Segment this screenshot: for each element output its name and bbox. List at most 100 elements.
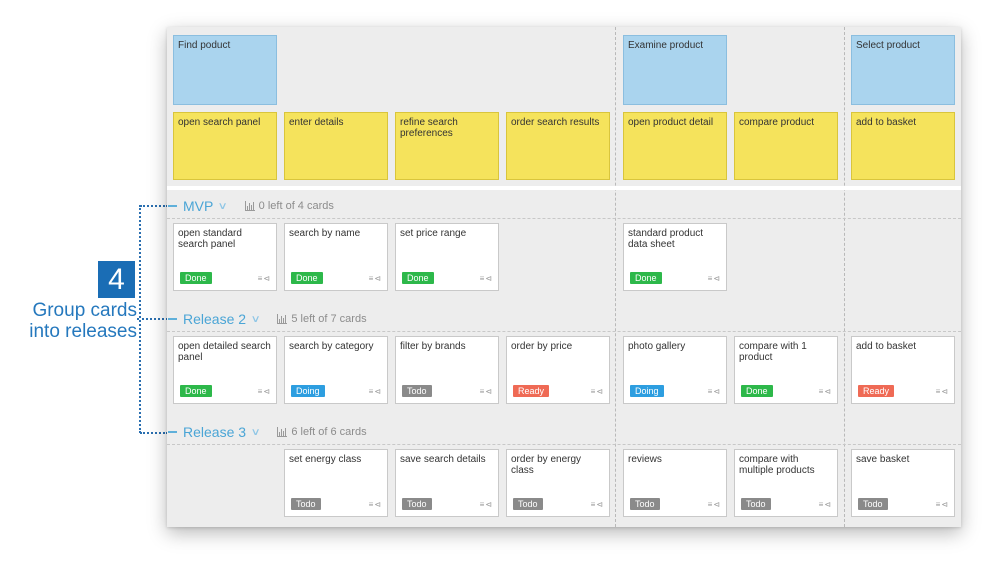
backbone-separator [167, 186, 961, 190]
column-divider [615, 27, 616, 527]
chevron-down-icon[interactable]: ∨ [250, 313, 261, 325]
story-card[interactable]: search by category Doing ≡⊲ [284, 336, 388, 404]
connector-mvp [140, 205, 168, 207]
story-card[interactable]: save basket Todo ≡⊲ [851, 449, 955, 517]
status-badge: Todo [630, 498, 660, 510]
status-badge: Doing [291, 385, 325, 397]
card-title: compare with multiple products [739, 454, 815, 476]
story-card[interactable]: add to basket Ready ≡⊲ [851, 336, 955, 404]
list-icon[interactable]: ≡⊲ [368, 500, 382, 509]
story-card[interactable]: reviews Todo ≡⊲ [623, 449, 727, 517]
card-title: open detailed search panel [178, 341, 271, 363]
story-card[interactable]: compare with 1 product Done ≡⊲ [734, 336, 838, 404]
story-map-board: Find poduct Examine product Select produ… [167, 27, 961, 527]
card-title: search by category [289, 341, 374, 352]
task-card[interactable]: compare product [734, 112, 838, 180]
card-title: enter details [289, 117, 344, 128]
connector-release-3 [140, 432, 168, 434]
task-card[interactable]: open product detail [623, 112, 727, 180]
release-marker [168, 431, 177, 433]
story-card[interactable]: open detailed search panel Done ≡⊲ [173, 336, 277, 404]
release-card-count: 0 left of 4 cards [244, 200, 334, 212]
list-icon[interactable]: ≡⊲ [257, 387, 271, 396]
card-title: order by energy class [511, 454, 582, 476]
list-icon[interactable]: ≡⊲ [257, 274, 271, 283]
card-title: search by name [289, 228, 361, 239]
card-title: order by price [511, 341, 573, 352]
story-card[interactable]: set price range Done ≡⊲ [395, 223, 499, 291]
list-icon[interactable]: ≡⊲ [707, 387, 721, 396]
story-card[interactable]: order by energy class Todo ≡⊲ [506, 449, 610, 517]
activity-card[interactable]: Find poduct [173, 35, 277, 105]
status-badge: Done [180, 385, 212, 397]
list-icon[interactable]: ≡⊲ [935, 500, 949, 509]
story-card[interactable]: open standard search panel Done ≡⊲ [173, 223, 277, 291]
card-title: set energy class [289, 454, 362, 465]
card-title: standard product data sheet [628, 228, 704, 250]
release-card-count: 5 left of 7 cards [277, 313, 367, 325]
card-title: compare product [739, 117, 815, 128]
list-icon[interactable]: ≡⊲ [707, 500, 721, 509]
card-title: Find poduct [178, 40, 231, 51]
release-count-text: 6 left of 6 cards [291, 426, 367, 438]
list-icon[interactable]: ≡⊲ [818, 500, 832, 509]
story-card[interactable]: filter by brands Todo ≡⊲ [395, 336, 499, 404]
status-badge: Done [741, 385, 773, 397]
story-card[interactable]: order by price Ready ≡⊲ [506, 336, 610, 404]
card-title: reviews [628, 454, 662, 465]
status-badge: Todo [291, 498, 321, 510]
step-caption: Group cards into releases [29, 300, 137, 342]
story-card[interactable]: set energy class Todo ≡⊲ [284, 449, 388, 517]
story-card[interactable]: save search details Todo ≡⊲ [395, 449, 499, 517]
release-card-count: 6 left of 6 cards [277, 426, 367, 438]
card-title: open standard search panel [178, 228, 242, 250]
bar-chart-icon [277, 314, 288, 324]
status-badge: Done [180, 272, 212, 284]
release-header-release-2[interactable]: Release 2 ∨ 5 left of 7 cards [167, 310, 367, 328]
status-badge: Todo [741, 498, 771, 510]
connector-release-2 [137, 318, 168, 320]
list-icon[interactable]: ≡⊲ [368, 387, 382, 396]
list-icon[interactable]: ≡⊲ [707, 274, 721, 283]
chevron-down-icon[interactable]: ∨ [217, 200, 229, 212]
task-card[interactable]: order search results [506, 112, 610, 180]
chevron-down-icon[interactable]: ∨ [250, 426, 261, 438]
release-header-mvp[interactable]: MVP ∨ 0 left of 4 cards [167, 197, 334, 215]
list-icon[interactable]: ≡⊲ [368, 274, 382, 283]
task-card[interactable]: enter details [284, 112, 388, 180]
card-title: Select product [856, 40, 920, 51]
release-name: Release 2 [183, 311, 247, 327]
card-title: order search results [511, 117, 600, 128]
story-card[interactable]: search by name Done ≡⊲ [284, 223, 388, 291]
release-separator [167, 218, 961, 219]
task-card[interactable]: add to basket [851, 112, 955, 180]
card-title: set price range [400, 228, 467, 239]
story-card[interactable]: photo gallery Doing ≡⊲ [623, 336, 727, 404]
list-icon[interactable]: ≡⊲ [479, 500, 493, 509]
activity-card[interactable]: Examine product [623, 35, 727, 105]
status-badge: Todo [402, 385, 432, 397]
list-icon[interactable]: ≡⊲ [590, 387, 604, 396]
card-title: save search details [400, 454, 486, 465]
list-icon[interactable]: ≡⊲ [479, 274, 493, 283]
list-icon[interactable]: ≡⊲ [935, 387, 949, 396]
activity-card[interactable]: Select product [851, 35, 955, 105]
list-icon[interactable]: ≡⊲ [590, 500, 604, 509]
list-icon[interactable]: ≡⊲ [818, 387, 832, 396]
card-title: open search panel [178, 117, 261, 128]
status-badge: Doing [630, 385, 664, 397]
bar-chart-icon [277, 427, 288, 437]
task-card[interactable]: open search panel [173, 112, 277, 180]
card-title: save basket [856, 454, 910, 465]
bar-chart-icon [244, 201, 255, 211]
status-badge: Done [402, 272, 434, 284]
status-badge: Ready [513, 385, 550, 397]
task-card[interactable]: refine search preferences [395, 112, 499, 180]
status-badge: Ready [858, 385, 895, 397]
story-card[interactable]: standard product data sheet Done ≡⊲ [623, 223, 727, 291]
release-header-release-3[interactable]: Release 3 ∨ 6 left of 6 cards [167, 423, 367, 441]
list-icon[interactable]: ≡⊲ [479, 387, 493, 396]
step-number-badge: 4 [98, 261, 135, 298]
status-badge: Todo [402, 498, 432, 510]
story-card[interactable]: compare with multiple products Todo ≡⊲ [734, 449, 838, 517]
